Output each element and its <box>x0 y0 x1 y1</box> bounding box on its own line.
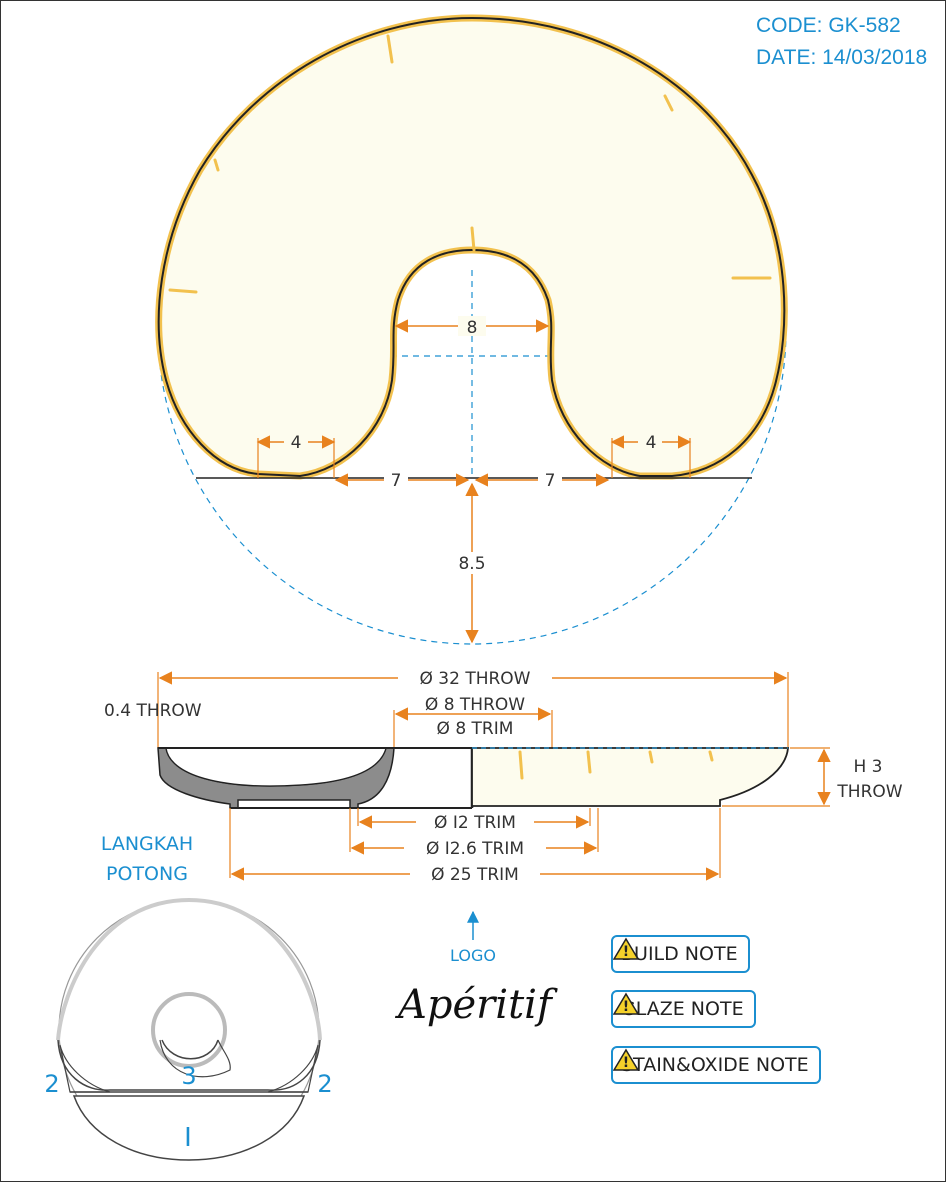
cutting-title-1: LANGKAH <box>101 833 193 855</box>
dim-inner-throw-label: Ø 8 THROW <box>425 695 525 715</box>
cutting-step-right: 2 <box>317 1070 332 1098</box>
dim-offset-right-label: 7 <box>545 471 556 491</box>
build-note-button[interactable]: ! BUILD NOTE <box>611 935 750 973</box>
svg-text:!: ! <box>623 1055 629 1071</box>
logo-signature: Apéritif <box>398 982 552 1028</box>
plate-outline <box>157 16 786 478</box>
section-well-left <box>165 747 387 787</box>
code-label: CODE: GK-582 <box>756 14 901 37</box>
svg-text:!: ! <box>623 944 629 960</box>
section-glaze-drips <box>518 750 714 780</box>
cutting-step-left: 2 <box>44 1070 59 1098</box>
cutting-step-center: 3 <box>181 1062 196 1090</box>
cutting-step-bottom: I <box>184 1123 192 1153</box>
warning-icon: ! <box>613 1048 639 1071</box>
glaze-drips <box>168 34 772 294</box>
section-profile-right <box>471 747 789 807</box>
dim-offset-left-label: 7 <box>391 471 402 491</box>
dim-inner-trim-label: Ø 8 TRIM <box>437 719 514 739</box>
dim-depth-label: 8.5 <box>458 554 485 574</box>
rim-throw-label: 0.4 THROW <box>104 701 202 721</box>
dim-foot-right-label: 4 <box>646 433 657 453</box>
dim-inner-width-label: 8 <box>467 318 478 338</box>
build-note-label: BUILD NOTE <box>621 943 738 965</box>
stain-oxide-note-button[interactable]: ! STAIN&OXIDE NOTE <box>611 1046 821 1084</box>
stain-oxide-note-label: STAIN&OXIDE NOTE <box>621 1054 809 1076</box>
warning-icon: ! <box>613 937 639 960</box>
date-label: DATE: 14/03/2018 <box>756 46 927 69</box>
cutting-title-2: POTONG <box>106 863 188 885</box>
dim-height-label-1: H 3 <box>853 757 882 777</box>
logo-label: LOGO <box>450 946 496 965</box>
dim-height-label-2: THROW <box>836 782 902 802</box>
warning-icon: ! <box>613 992 639 1015</box>
cutting-diagram <box>56 897 322 1161</box>
dim-foot-left-label: 4 <box>291 433 302 453</box>
dim-trim12-label: Ø I2 TRIM <box>434 813 516 833</box>
dim-trim126-label: Ø I2.6 TRIM <box>426 839 524 859</box>
glaze-note-label: GLAZE NOTE <box>621 998 744 1020</box>
dim-outer-throw-label: Ø 32 THROW <box>420 669 531 689</box>
glaze-note-button[interactable]: ! GLAZE NOTE <box>611 990 756 1028</box>
dim-trim25-label: Ø 25 TRIM <box>431 865 519 885</box>
svg-text:!: ! <box>623 999 629 1015</box>
